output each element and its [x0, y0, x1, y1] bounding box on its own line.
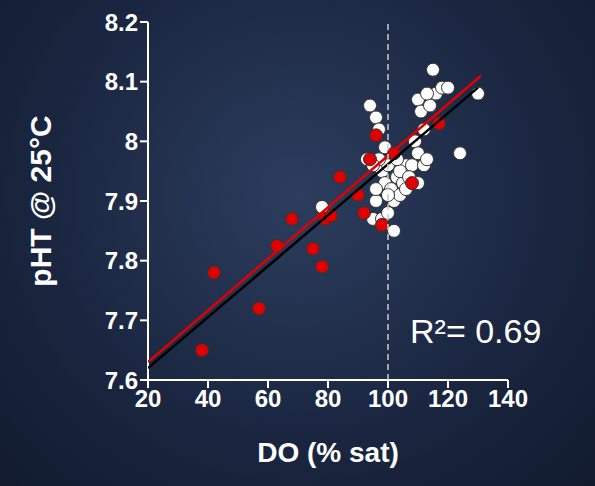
svg-text:DO (% sat): DO (% sat)	[257, 437, 399, 468]
svg-text:60: 60	[255, 385, 282, 412]
html-text:R²= 0.69: R²= 0.69	[410, 312, 542, 350]
svg-text:100: 100	[368, 385, 408, 412]
svg-text:pHT @ 25°C: pHT @ 25°C	[24, 115, 57, 286]
svg-text:8.1: 8.1	[105, 68, 138, 95]
svg-text:7.8: 7.8	[105, 247, 138, 274]
svg-text:80: 80	[315, 385, 342, 412]
svg-text:7.9: 7.9	[105, 188, 138, 215]
svg-text:20: 20	[135, 385, 162, 412]
svg-text:7.7: 7.7	[105, 307, 138, 334]
svg-text:8: 8	[125, 128, 138, 155]
svg-text:120: 120	[428, 385, 468, 412]
svg-text:7.6: 7.6	[105, 367, 138, 394]
svg-text:40: 40	[195, 385, 222, 412]
svg-text:140: 140	[488, 385, 528, 412]
svg-text:8.2: 8.2	[105, 9, 138, 36]
